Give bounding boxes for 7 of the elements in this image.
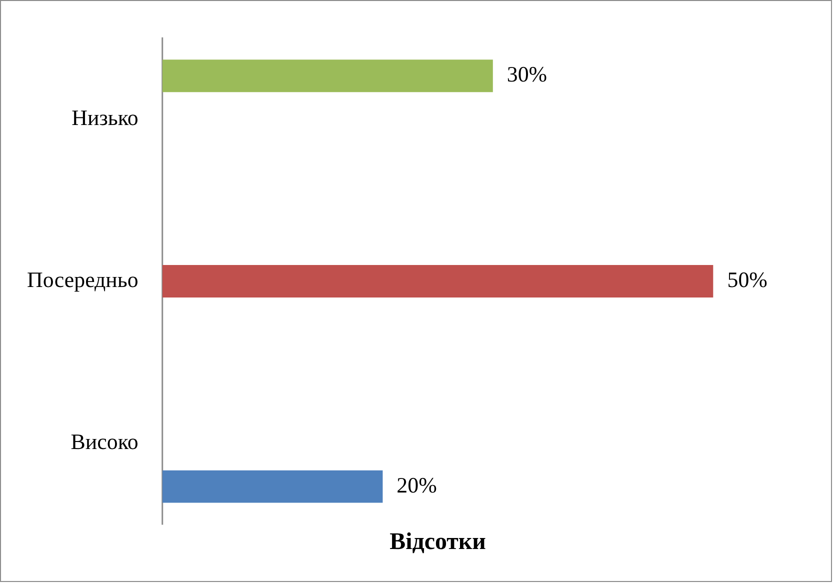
x-axis-title: Відсотки [390,528,486,555]
y-tick-label: Низько [72,104,138,130]
y-tick-label: Високо [70,429,138,454]
y-tick-label: Посередньо [27,267,138,292]
data-label: 20% [396,472,437,498]
data-label: 30% [506,62,548,87]
data-label: 50% [727,267,768,292]
